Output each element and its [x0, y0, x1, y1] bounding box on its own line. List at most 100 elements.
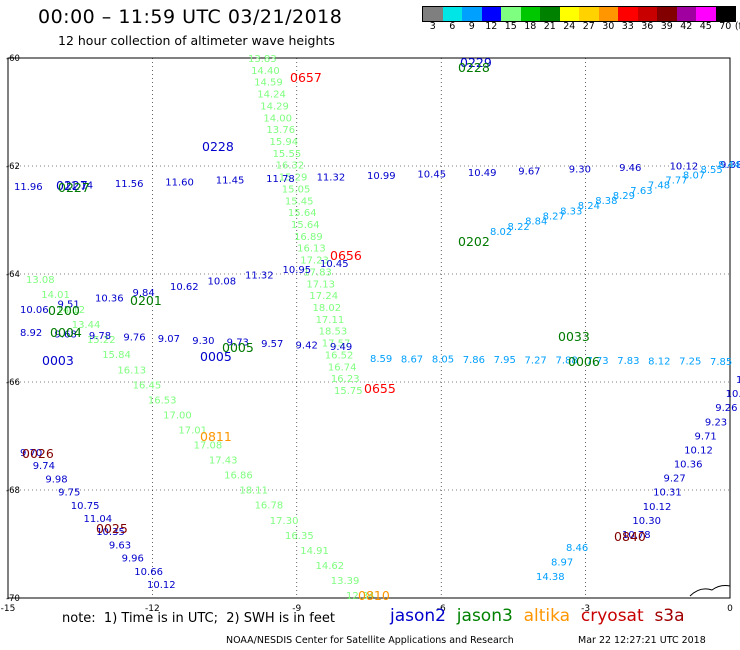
pass-time-label: 0033 [558, 329, 590, 344]
legend-swatch [618, 7, 638, 21]
wave-height-value: 11.56 [115, 179, 144, 190]
wave-height-value: 7.83 [617, 356, 639, 367]
satellite-jason3: jason3 [456, 606, 524, 626]
wave-height-value: 7.88 [555, 356, 577, 367]
wave-height-value: 7.86 [463, 355, 485, 366]
wave-height-value: 10.45 [320, 259, 349, 270]
wave-height-value: 11.45 [216, 176, 245, 187]
latitude-label: -66 [6, 378, 20, 388]
wave-height-value: 15.94 [270, 137, 299, 148]
wave-height-value: 10.36 [95, 294, 124, 305]
wave-height-value: 8.44 [718, 160, 740, 171]
wave-height-value: 9.27 [663, 474, 685, 485]
wave-height-value: 14.59 [254, 78, 283, 89]
page-title: 00:00 – 11:59 UTC 03/21/2018 [38, 6, 343, 28]
wave-height-value: 7.85 [710, 357, 732, 368]
wave-height-value: 17.30 [270, 516, 299, 527]
latitude-label: -64 [6, 270, 20, 280]
legend-unit: (ft) [734, 21, 740, 32]
legend-swatch [423, 7, 443, 21]
pass-time-label: 0005 [200, 349, 232, 364]
wave-height-value: 8.24 [578, 201, 600, 212]
legend-swatch [540, 7, 560, 21]
page-subtitle: 12 hour collection of altimeter wave hei… [58, 33, 335, 48]
wave-height-value: 9.51 [58, 299, 80, 310]
legend-swatch [520, 7, 540, 21]
legend-label: 30 [602, 21, 615, 32]
wave-height-value: 18.02 [313, 303, 342, 314]
satellite-cryosat: cryosat [580, 606, 655, 626]
wave-height-value: 10.66 [134, 567, 163, 578]
legend-swatch [637, 7, 657, 21]
pass-time-label: 0003 [42, 353, 74, 368]
wave-height-value: 15.29 [279, 173, 308, 184]
legend-swatch [559, 7, 579, 21]
wave-height-value: 14.62 [316, 561, 345, 572]
legend-label: 3 [429, 21, 436, 32]
wave-height-value: 7.73 [586, 356, 608, 367]
pass-time-label: 0228 [458, 60, 490, 75]
wave-height-value: 10.49 [468, 168, 497, 179]
wave-height-value: 11.78 [266, 174, 295, 185]
wave-height-value: 9.75 [58, 488, 80, 499]
wave-height-value: 16.86 [224, 471, 253, 482]
pass-time-label: 0656 [330, 248, 362, 263]
wave-height-value: 16.35 [285, 531, 314, 542]
longitude-label: -15 [1, 604, 16, 614]
pass-time-label: 0025 [96, 521, 128, 536]
wave-height-value: 16.13 [297, 244, 326, 255]
wave-height-value: 16.23 [331, 374, 360, 385]
wave-height-value: 16.13 [117, 365, 146, 376]
legend-swatch [442, 7, 462, 21]
legend-label: 36 [641, 21, 654, 32]
wave-height-value: 8.59 [370, 354, 392, 365]
wave-height-value: 17.08 [194, 441, 223, 452]
wave-height-value: 9.57 [261, 339, 283, 350]
wave-height-value: 10.26 [726, 389, 740, 400]
satellite-s3a: s3a [654, 606, 685, 626]
wave-height-value: 7.25 [679, 357, 701, 368]
wave-height-value: 11.04 [84, 514, 113, 525]
wave-height-value: 9.30 [192, 336, 214, 347]
pass-time-label: 0201 [130, 293, 162, 308]
wave-height-value: 13.44 [72, 320, 101, 331]
wave-height-value: 9.23 [705, 417, 727, 428]
wave-height-value: 9.78 [89, 331, 111, 342]
wave-height-value: 14.91 [300, 546, 329, 557]
wave-height-value: 14.00 [263, 113, 292, 124]
legend-label: 33 [621, 21, 634, 32]
latitude-label: -62 [6, 162, 20, 172]
legend-label: 9 [468, 21, 475, 32]
wave-height-value: 11.96 [14, 182, 43, 193]
pass-time-label: 0655 [364, 381, 396, 396]
legend-swatch [715, 7, 735, 21]
wave-height-value: 8.67 [401, 354, 423, 365]
coastline [689, 585, 731, 597]
wave-height-value: 16.32 [276, 161, 305, 172]
wave-height-value: 15.05 [282, 184, 311, 195]
wave-height-value: 18.11 [239, 486, 268, 497]
wave-height-value: 15.64 [288, 208, 317, 219]
wave-height-value: 15.22 [87, 335, 116, 346]
legend-label: 12 [485, 21, 498, 32]
satellite-jason2: jason2 [390, 606, 457, 626]
wave-height-value: 8.46 [566, 543, 588, 554]
longitude-label: -6 [437, 604, 446, 614]
wave-height-value: 9.73 [227, 337, 249, 348]
wave-height-value: 10.12 [147, 580, 176, 591]
wave-height-value: 13.76 [266, 125, 295, 136]
color-legend-bar [422, 6, 736, 22]
pass-time-label: 0200 [48, 303, 80, 318]
wave-height-value: 14.01 [41, 290, 70, 301]
wave-height-value: 7.27 [525, 355, 547, 366]
wave-height-value: 10.30 [632, 516, 661, 527]
wave-height-value: 7.95 [494, 355, 516, 366]
legend-swatch [676, 7, 696, 21]
wave-height-value: 17.13 [306, 279, 335, 290]
wave-height-value: 17.57 [322, 339, 351, 350]
wave-height-value: 17.23 [300, 256, 329, 267]
wave-height-value: 14.38 [536, 572, 565, 583]
wave-height-value: 11.14 [64, 180, 93, 191]
longitude-label: -12 [145, 604, 160, 614]
